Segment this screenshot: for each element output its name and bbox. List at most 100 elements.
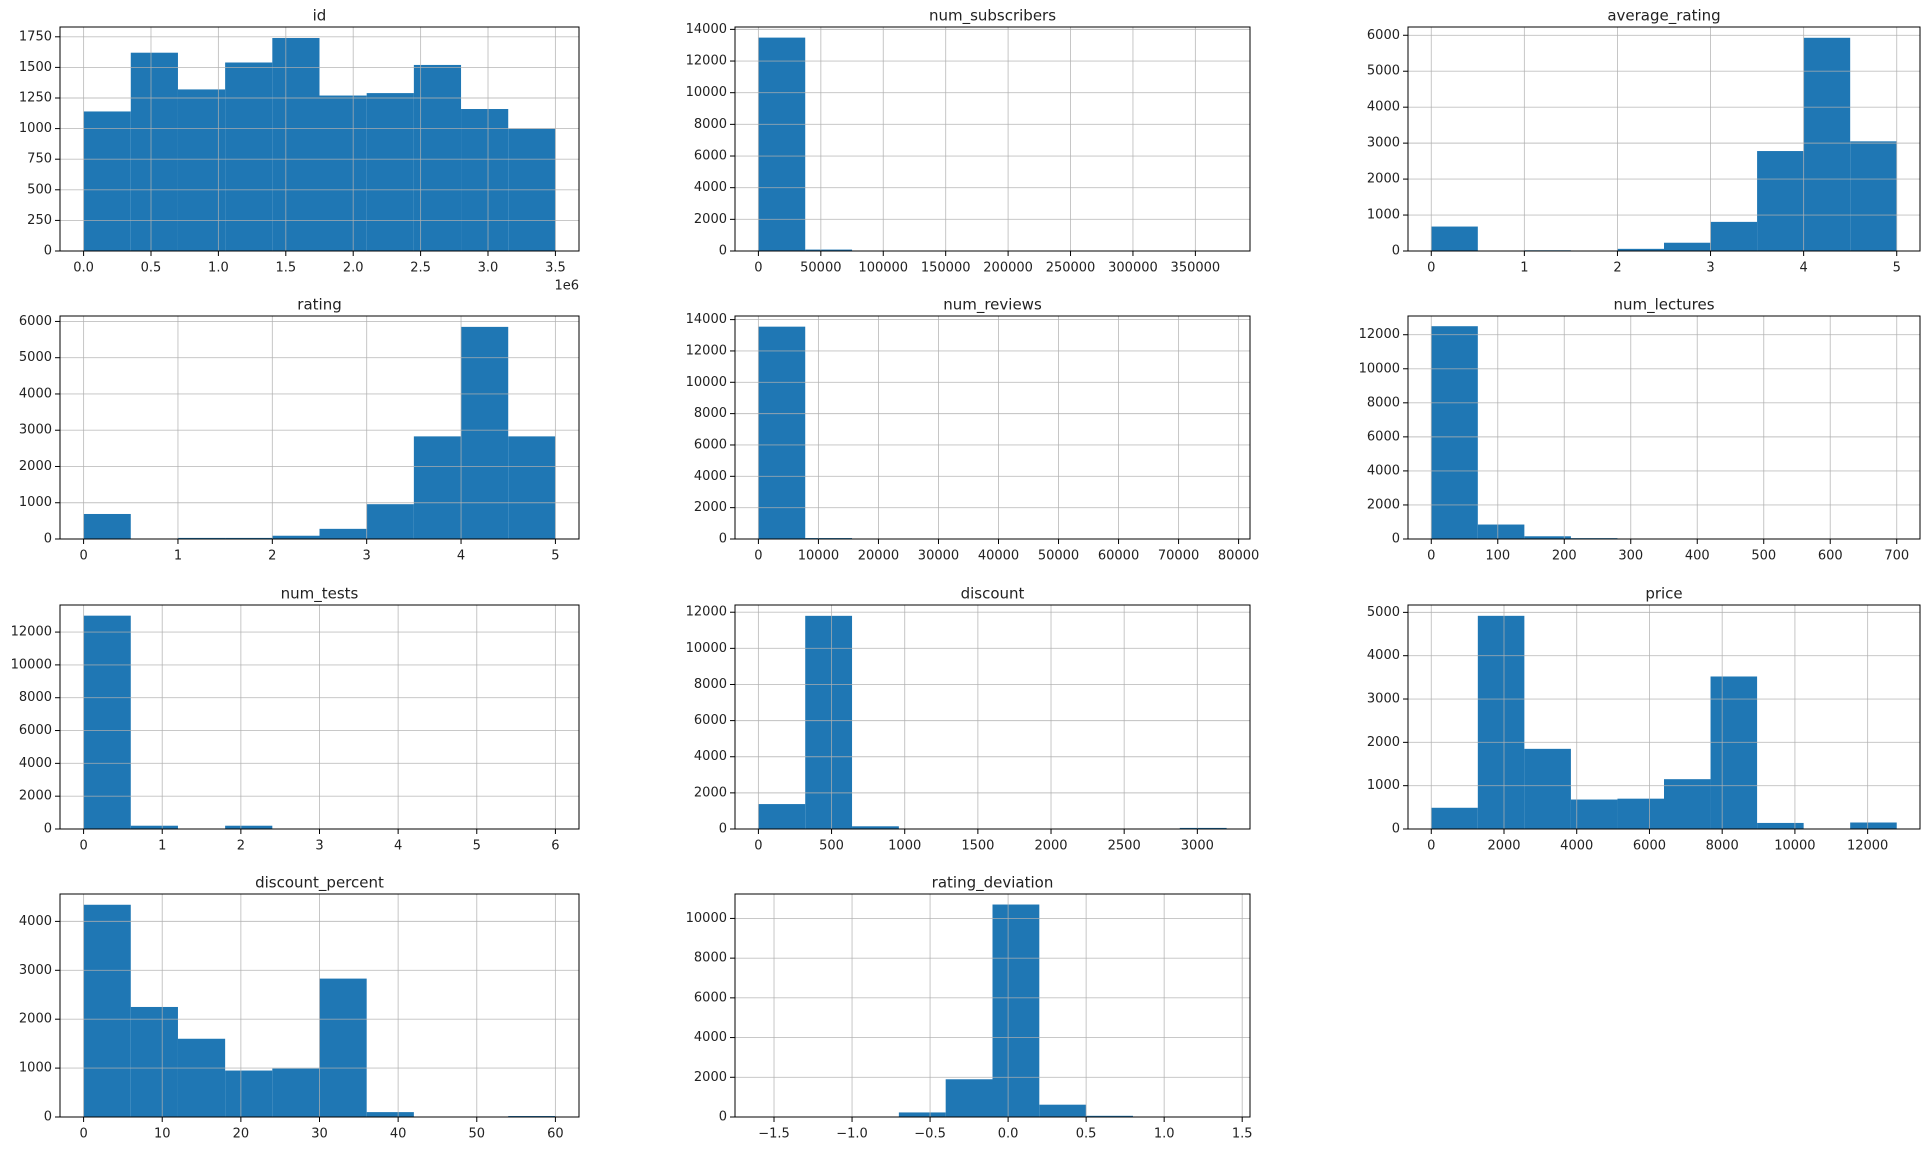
chart-title: average_rating — [1607, 7, 1720, 26]
y-tick-label: 10000 — [1359, 361, 1400, 376]
axes-frame — [734, 315, 1251, 540]
axes-frame — [59, 315, 580, 540]
x-tick-label: 1500 — [961, 839, 994, 854]
y-tick-label: 0 — [44, 244, 52, 259]
y-tick-label: 0 — [44, 822, 52, 837]
y-tick-label: 0 — [1392, 244, 1400, 259]
bar — [366, 1112, 414, 1117]
x-tick-label: −0.5 — [914, 1127, 946, 1142]
x-tick-label: 0.5 — [141, 261, 162, 276]
x-tick-label: 2000 — [1034, 839, 1067, 854]
bar — [1570, 799, 1618, 829]
y-tick-label: 2000 — [19, 459, 52, 474]
y-tick-label: 4000 — [19, 756, 52, 771]
x-tick-label: 5 — [551, 549, 559, 564]
y-tick-label: 1500 — [19, 60, 52, 75]
x-tick-label: 0 — [79, 549, 87, 564]
bar — [852, 826, 899, 829]
bar — [319, 528, 367, 539]
bar — [83, 111, 131, 251]
y-tick-label: 750 — [27, 152, 52, 167]
chart-title: id — [313, 7, 327, 25]
bar — [1431, 326, 1478, 539]
x-tick-label: 0 — [754, 839, 762, 854]
x-tick-label: 2500 — [1108, 839, 1141, 854]
bar — [366, 93, 414, 251]
y-tick-label: 2000 — [1367, 172, 1400, 187]
x-tick-label: 40000 — [978, 549, 1019, 564]
bar — [272, 38, 320, 252]
x-tick-label: 1.0 — [208, 261, 229, 276]
x-tick-label: 0 — [1427, 839, 1435, 854]
y-tick-label: 14000 — [686, 312, 727, 327]
y-tick-label: 0 — [719, 1110, 727, 1125]
x-tick-label: 20 — [233, 1127, 250, 1142]
chart-title: price — [1645, 585, 1682, 603]
y-tick-label: 3000 — [19, 423, 52, 438]
x-tick-label: 2.5 — [410, 261, 431, 276]
y-tick-label: 10000 — [686, 911, 727, 926]
bar — [319, 95, 367, 251]
bar — [177, 537, 226, 539]
bar — [758, 326, 806, 539]
x-tick-label: 3 — [1706, 261, 1714, 276]
bar — [1524, 748, 1571, 829]
y-tick-label: 1000 — [1367, 208, 1400, 223]
x-tick-label: 2 — [1613, 261, 1621, 276]
x-tick-label: 0 — [754, 261, 762, 276]
x-tick-label: 2.0 — [343, 261, 364, 276]
y-tick-label: 500 — [27, 182, 52, 197]
y-tick-label: 12000 — [1359, 327, 1400, 342]
y-tick-label: 2000 — [19, 789, 52, 804]
x-tick-label: 5 — [1893, 261, 1901, 276]
bar — [1757, 151, 1804, 251]
y-tick-label: 2000 — [1367, 497, 1400, 512]
y-tick-label: 5000 — [1367, 64, 1400, 79]
x-tick-label: 0 — [1427, 549, 1435, 564]
bar — [1477, 615, 1525, 829]
bar — [1850, 822, 1897, 829]
bar — [1431, 226, 1478, 251]
y-tick-label: 8000 — [19, 690, 52, 705]
bar — [83, 615, 131, 829]
x-tick-label: 70000 — [1158, 549, 1199, 564]
x-tick-label: 0.0 — [73, 261, 94, 276]
y-tick-label: 6000 — [694, 149, 727, 164]
y-tick-label: 8000 — [694, 677, 727, 692]
y-tick-label: 0 — [44, 1110, 52, 1125]
x-tick-label: 6000 — [1633, 839, 1666, 854]
y-tick-label: 4000 — [1367, 100, 1400, 115]
x-tick-label: 150000 — [921, 261, 971, 276]
x-tick-label: 350000 — [1171, 261, 1221, 276]
bar — [83, 513, 131, 539]
x-tick-label: 300000 — [1108, 261, 1158, 276]
y-tick-label: 5000 — [1367, 605, 1400, 620]
y-tick-label: 2000 — [19, 1012, 52, 1027]
x-tick-label: 500 — [1751, 549, 1776, 564]
x-tick-label: 300 — [1618, 549, 1643, 564]
x-tick-label: 100 — [1485, 549, 1510, 564]
x-tick-label: 100000 — [858, 261, 908, 276]
x-tick-label: 6 — [551, 839, 559, 854]
bar — [898, 1112, 946, 1117]
y-tick-label: 4000 — [694, 180, 727, 195]
y-tick-label: 14000 — [686, 22, 727, 37]
bar — [1524, 536, 1571, 539]
bar — [1664, 242, 1711, 251]
bar — [461, 109, 509, 251]
axes-frame — [1407, 604, 1921, 830]
bar — [177, 89, 226, 251]
x-tick-label: 600 — [1818, 549, 1843, 564]
x-tick-label: 10 — [154, 1127, 171, 1142]
y-tick-label: 12000 — [11, 625, 52, 640]
x-tick-label: 8000 — [1706, 839, 1739, 854]
y-tick-label: 1000 — [1367, 778, 1400, 793]
bar — [1431, 807, 1478, 829]
bar — [225, 537, 273, 539]
x-tick-label: 2000 — [1487, 839, 1520, 854]
chart-title: discount — [961, 585, 1025, 603]
y-tick-label: 3000 — [1367, 136, 1400, 151]
y-tick-label: 4000 — [1367, 648, 1400, 663]
y-tick-label: 1000 — [19, 1061, 52, 1076]
y-tick-label: 8000 — [694, 951, 727, 966]
